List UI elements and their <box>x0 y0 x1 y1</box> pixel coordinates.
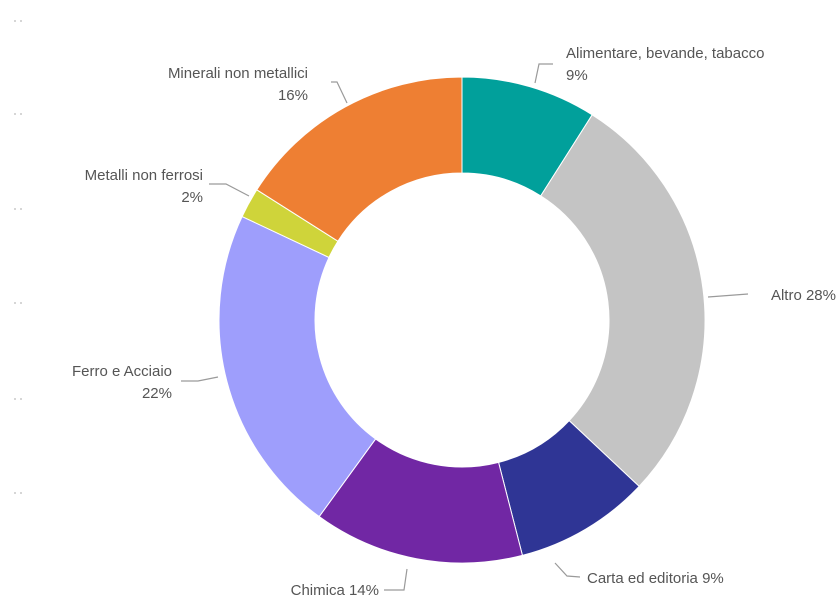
leader-line-chimica <box>384 568 408 591</box>
data-label-minerali-non-metallici: Minerali non metallici 16% <box>168 65 308 104</box>
axis-dot <box>14 398 16 400</box>
data-label-chimica: Chimica 14% <box>291 582 379 599</box>
axis-dot <box>20 492 22 494</box>
data-label-alimentare-bevande-tabacco: Alimentare, bevande, tabacco 9% <box>566 45 764 84</box>
left-axis-dots <box>14 20 22 494</box>
leader-line-altro <box>707 293 749 298</box>
leader-line-metalli-non-ferrosi <box>209 183 250 197</box>
slice-ferro-e-acciaio[interactable] <box>218 215 377 518</box>
leader-line-carta-ed-editoria <box>554 562 581 578</box>
leader-line-alimentare-bevande-tabacco <box>534 63 553 84</box>
axis-dot <box>14 492 16 494</box>
axis-dot <box>20 113 22 115</box>
axis-dot <box>14 20 16 22</box>
leader-line-ferro-e-acciaio <box>181 376 219 382</box>
axis-dot <box>20 302 22 304</box>
data-label-percent: 22% <box>142 385 172 402</box>
data-label-altro: Altro 28% <box>771 287 836 304</box>
data-label-percent: 16% <box>278 87 308 104</box>
data-label-percent: 9% <box>566 67 588 84</box>
axis-dot <box>20 398 22 400</box>
data-label-ferro-e-acciaio: Ferro e Acciaio 22% <box>72 363 172 402</box>
slice-labels: Alimentare, bevande, tabacco 9% Altro 28% C… <box>72 45 836 599</box>
data-label-name: Minerali non metallici <box>168 65 308 82</box>
donut-slices <box>218 76 706 564</box>
data-label-metalli-non-ferrosi: Metalli non ferrosi 2% <box>85 167 203 206</box>
data-label-name: Alimentare, bevande, tabacco <box>566 45 764 62</box>
leader-line-minerali-non-metallici <box>331 81 348 104</box>
data-label-name: Ferro e Acciaio <box>72 363 172 380</box>
leader-lines <box>181 63 749 591</box>
data-label-percent: 2% <box>181 189 203 206</box>
axis-dot <box>20 208 22 210</box>
slice-altro[interactable] <box>540 114 706 488</box>
data-label-name: Metalli non ferrosi <box>85 167 203 184</box>
axis-dot <box>14 208 16 210</box>
axis-dot <box>14 302 16 304</box>
slice-minerali-non-metallici[interactable] <box>256 76 463 242</box>
axis-dot <box>14 113 16 115</box>
data-label-carta-ed-editoria: Carta ed editoria 9% <box>587 570 724 587</box>
axis-dot <box>20 20 22 22</box>
